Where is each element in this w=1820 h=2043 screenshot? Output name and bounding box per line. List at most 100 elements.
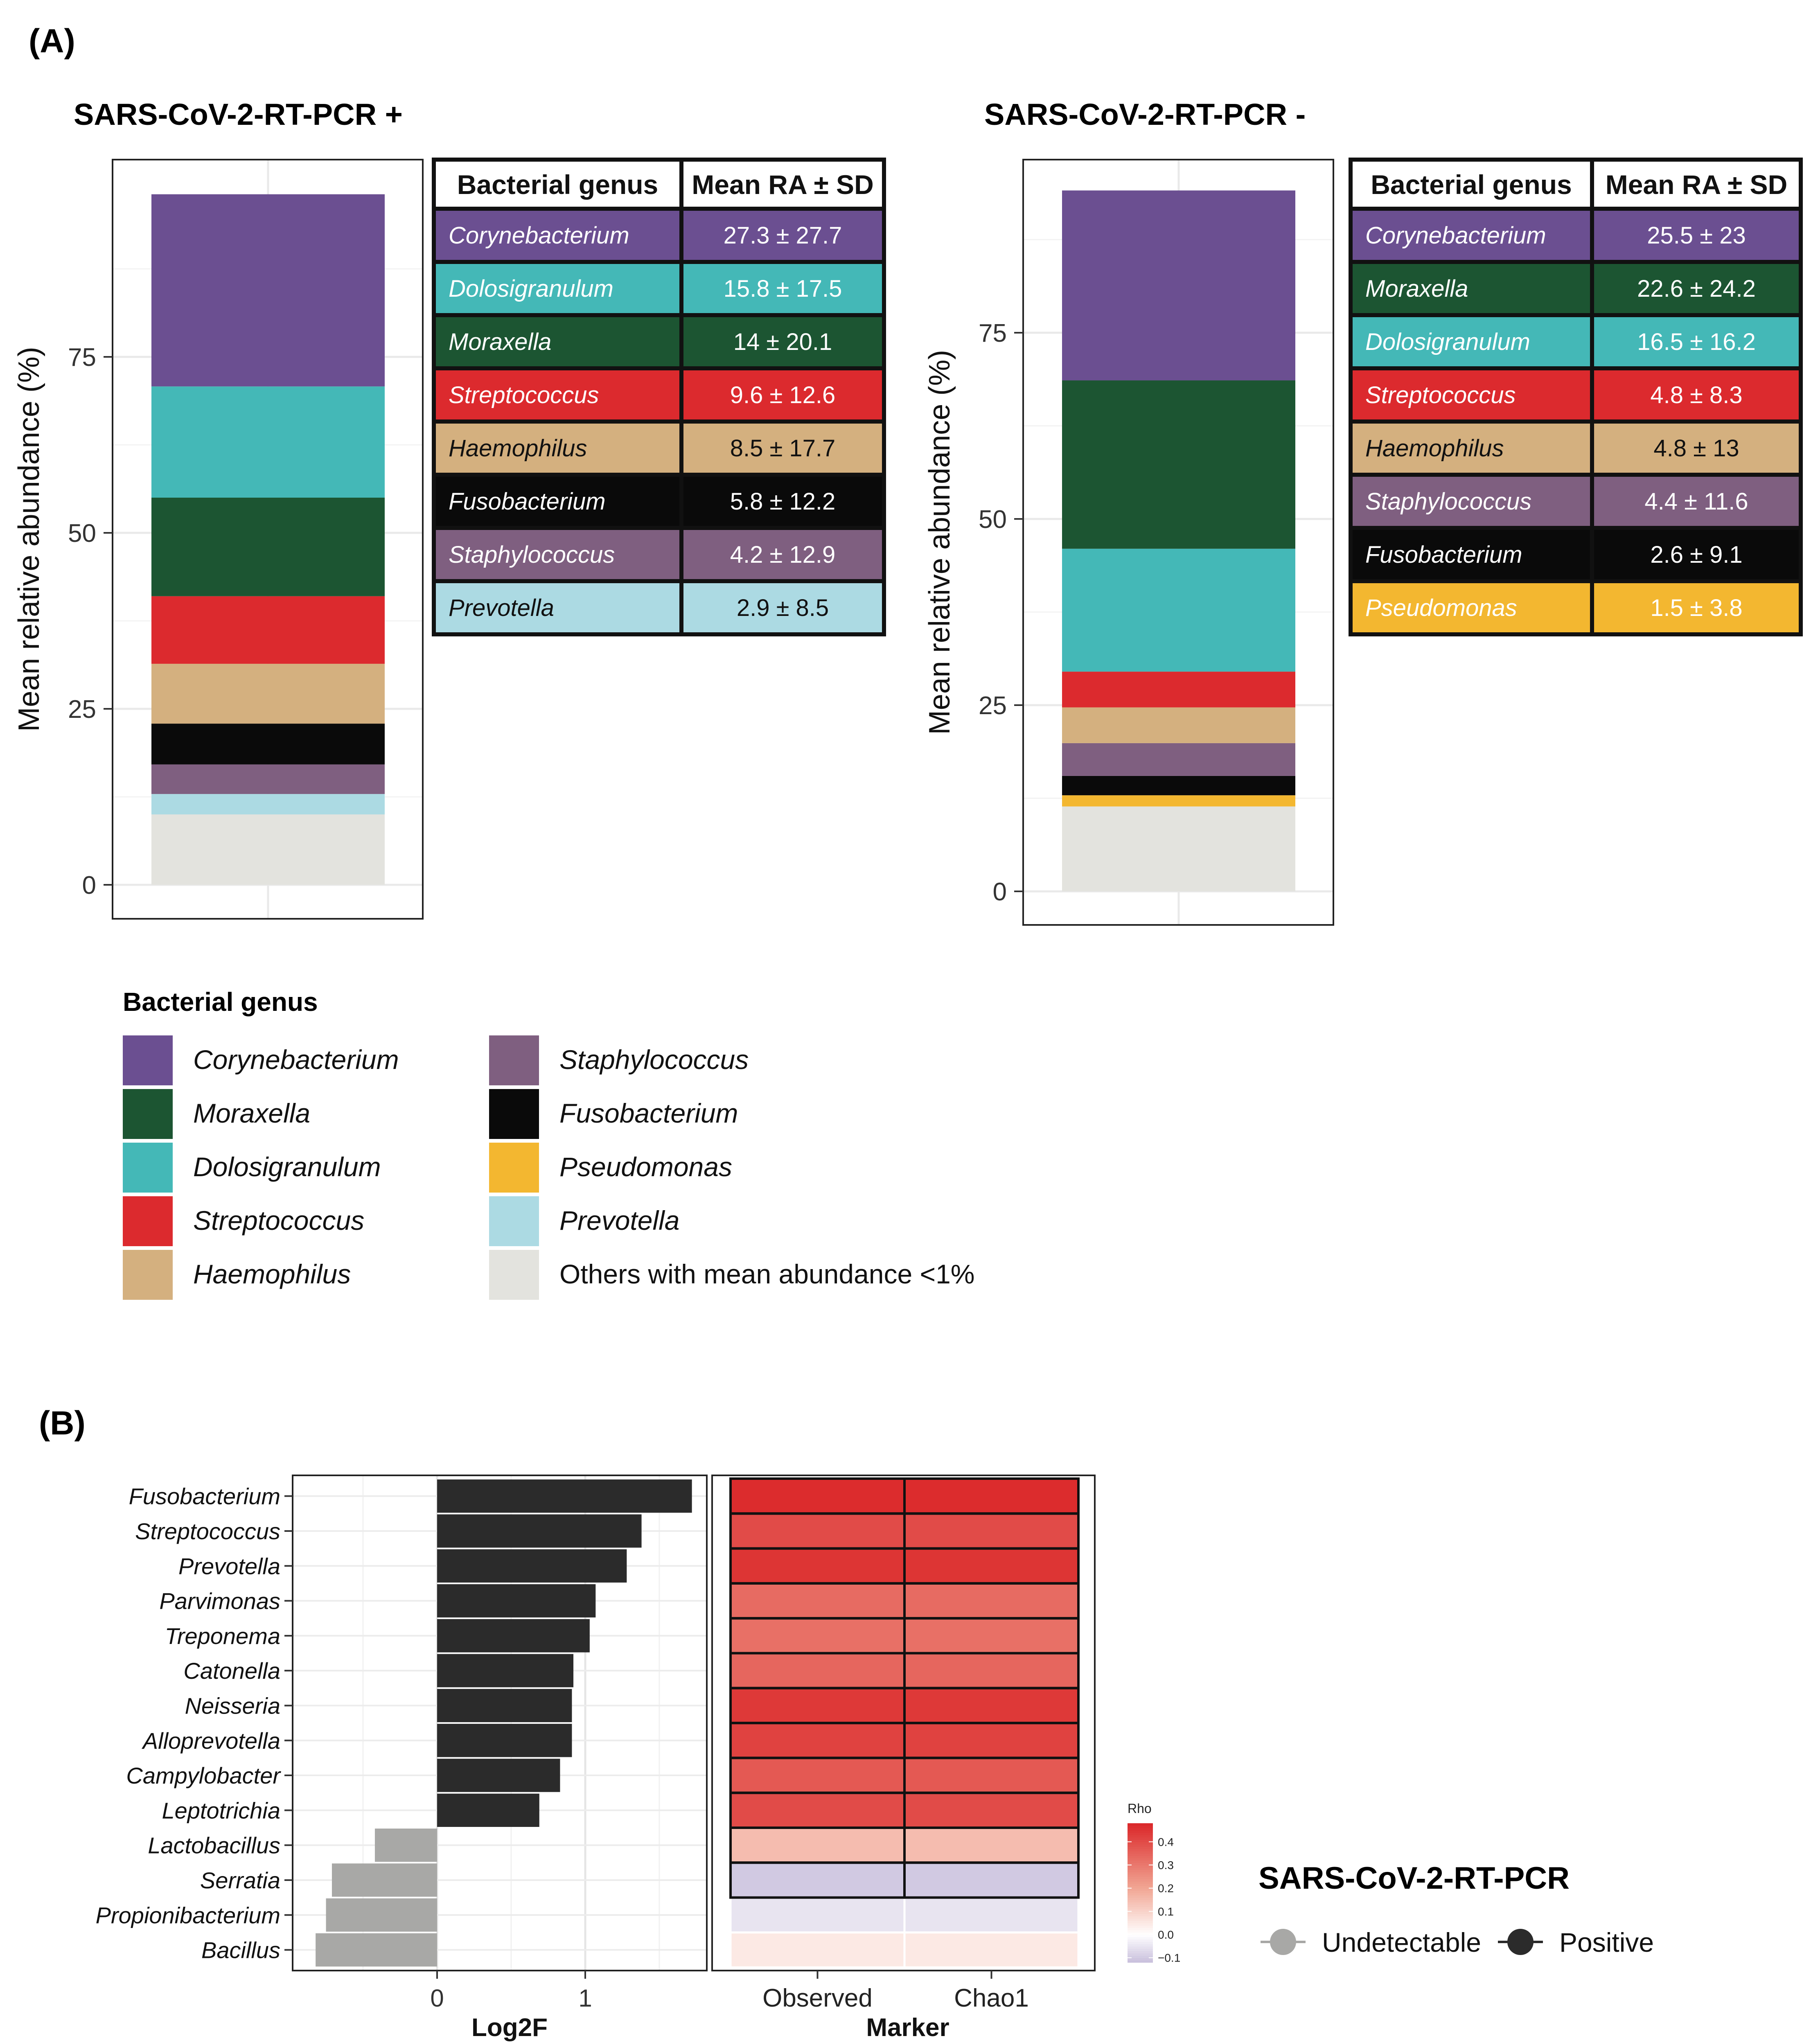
y-tick-label: 0 <box>993 878 1007 906</box>
table-header-value: Mean RA ± SD <box>692 169 874 200</box>
table-value-text: 16.5 ± 16.2 <box>1637 329 1756 355</box>
heatmap-cell-leptotrichia-observed <box>729 1792 906 1829</box>
bar-segment-staphylococcus <box>151 764 385 794</box>
colorbar-step <box>1128 1851 1153 1854</box>
table-genus-text: Haemophilus <box>449 435 587 462</box>
heatmap-cell-fusobacterium-observed <box>729 1477 906 1515</box>
colorbar-step <box>1128 1881 1153 1884</box>
bar-alloprevotella <box>437 1724 572 1757</box>
colorbar-step <box>1128 1856 1153 1858</box>
legend-key-staphylococcus <box>489 1035 539 1085</box>
table-value-text: 27.3 ± 27.7 <box>724 222 842 249</box>
category-label-campylobacter: Campylobacter <box>126 1763 281 1788</box>
table-genus-text: Corynebacterium <box>1365 222 1546 249</box>
category-label-alloprevotella: Alloprevotella <box>142 1728 280 1754</box>
table-header-cell <box>1349 158 1594 211</box>
table-value-cell-pseudomonas <box>1590 579 1803 636</box>
table-header-genus: Bacterial genus <box>457 169 659 200</box>
log2f-bar-chart: Fusobacterium Streptococcus Prevotella Parv… <box>96 1475 708 2042</box>
bar-propionibacterium <box>326 1898 437 1932</box>
panel-b-label: (B) <box>39 1405 86 1442</box>
heatmap-cell-propionibacterium-chao1 <box>903 1896 1080 1934</box>
colorbar-step <box>1128 1846 1153 1849</box>
bar-segment-streptococcus <box>151 596 385 664</box>
table-value-cell-corynebacterium <box>679 207 886 264</box>
legend-key-prevotella <box>489 1196 539 1246</box>
y-tick-label: 50 <box>68 519 96 548</box>
bar-segment-fusobacterium <box>1062 776 1295 796</box>
colorbar-step <box>1128 1874 1153 1877</box>
table-genus-cell-fusobacterium <box>432 473 683 530</box>
table-value-text: 8.5 ± 17.7 <box>730 435 836 462</box>
colorbar-step <box>1128 1828 1153 1831</box>
colorbar-step <box>1128 1849 1153 1851</box>
colorbar-title: Rho <box>1128 1801 1152 1816</box>
category-label-streptococcus: Streptococcus <box>135 1518 280 1544</box>
bar-treponema <box>437 1619 590 1653</box>
category-label-propionibacterium: Propionibacterium <box>96 1902 280 1928</box>
x-tick-label: 0 <box>430 1984 444 2012</box>
colorbar-step <box>1128 1872 1153 1875</box>
heatmap-cell-fusobacterium-chao1 <box>903 1477 1080 1515</box>
bar-catonella <box>437 1654 574 1687</box>
bar-segment-haemophilus <box>151 663 385 724</box>
heatmap-cell-streptococcus-chao1 <box>903 1512 1080 1550</box>
panel-a-label: (A) <box>29 23 75 60</box>
bar-fusobacterium <box>437 1479 692 1513</box>
table-value-cell-haemophilus <box>679 419 886 477</box>
y-tick-label: 25 <box>979 692 1007 720</box>
colorbar-step <box>1128 1863 1153 1865</box>
bar-streptococcus <box>437 1514 642 1548</box>
heatmap-cell-alloprevotella-observed <box>729 1722 906 1759</box>
colorbar-step <box>1128 1837 1153 1840</box>
table-value-text: 25.5 ± 23 <box>1647 222 1746 249</box>
heatmap-cell-campylobacter-chao1 <box>903 1757 1080 1794</box>
bar-segment-staphylococcus <box>1062 743 1295 776</box>
category-label-serratia: Serratia <box>200 1867 280 1893</box>
legend-marker-undetectable <box>1270 1929 1296 1955</box>
colorbar-tick-label: 0.1 <box>1158 1905 1174 1918</box>
table-genus-text: Pseudomonas <box>1365 595 1517 621</box>
pcr-legend: Undetectable Positive <box>1261 1927 1654 1957</box>
colorbar-tick-label: 0.4 <box>1158 1836 1174 1848</box>
heatmap-cell-alloprevotella-chao1 <box>903 1722 1080 1759</box>
table-value-text: 2.9 ± 8.5 <box>737 595 829 621</box>
table-genus-text: Moraxella <box>1365 275 1468 302</box>
category-label-parvimonas: Parvimonas <box>159 1588 280 1614</box>
table-genus-cell-prevotella <box>432 579 683 636</box>
heatmap-cell-campylobacter-observed <box>729 1757 906 1794</box>
legend-label-prevotella: Prevotella <box>559 1205 680 1236</box>
colorbar-step <box>1128 1879 1153 1882</box>
heatmap-outline <box>903 1861 1080 1899</box>
bar-segment-haemophilus <box>1062 707 1295 743</box>
bar-leptotrichia <box>437 1793 539 1827</box>
x-axis-label: Marker <box>866 2014 949 2042</box>
positive-chart-title: SARS-CoV-2-RT-PCR + <box>74 97 403 131</box>
negative-stacked-bar-chart: 0 25 50 75 Mean relative abundance (%) <box>923 159 1334 926</box>
genus-legend: Corynebacterium Moraxella Dolosigranulum St… <box>123 1035 974 1300</box>
legend-label-streptococcus: Streptococcus <box>193 1205 364 1236</box>
table-value-cell-staphylococcus <box>679 526 886 583</box>
table-value-cell-prevotella <box>679 579 886 636</box>
table-value-text: 14 ± 20.1 <box>733 329 832 355</box>
legend-marker-positive <box>1507 1929 1534 1955</box>
category-label-prevotella: Prevotella <box>178 1553 280 1579</box>
table-genus-text: Fusobacterium <box>1365 541 1522 568</box>
legend-label-fusobacterium: Fusobacterium <box>559 1098 738 1128</box>
table-genus-cell-moraxella <box>1349 260 1594 317</box>
colorbar-step <box>1128 1916 1153 1919</box>
negative-chart-title: SARS-CoV-2-RT-PCR - <box>984 97 1306 131</box>
colorbar-step <box>1128 1825 1153 1829</box>
legend-label-dolosigranulum: Dolosigranulum <box>193 1152 381 1182</box>
table-value-text: 5.8 ± 12.2 <box>730 488 836 515</box>
colorbar-step <box>1128 1942 1153 1944</box>
colorbar-step <box>1128 1869 1153 1872</box>
legend-key-fusobacterium <box>489 1089 539 1139</box>
colorbar-step <box>1128 1935 1153 1937</box>
colorbar-step <box>1128 1944 1153 1947</box>
heatmap-cell-serratia-chao1 <box>903 1861 1080 1899</box>
colorbar-step <box>1128 1902 1153 1905</box>
colorbar-step <box>1128 1960 1153 1963</box>
bar-serratia <box>332 1863 437 1897</box>
column-label-observed: Observed <box>762 1984 873 2012</box>
